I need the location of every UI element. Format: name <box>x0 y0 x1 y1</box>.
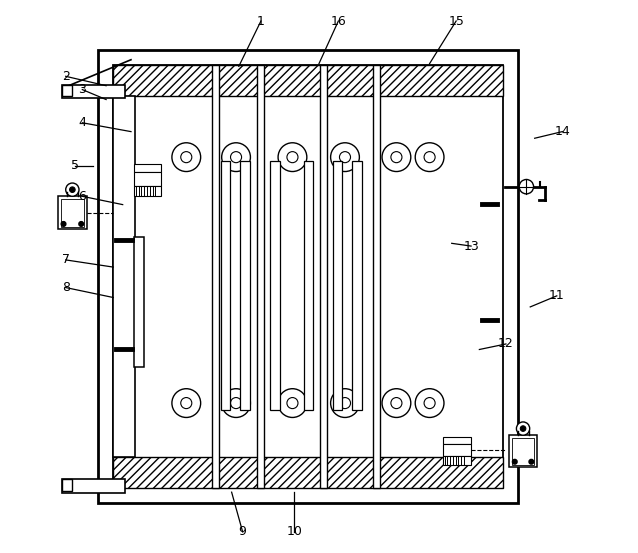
Bar <box>443 444 470 456</box>
Bar <box>509 435 537 467</box>
Circle shape <box>221 143 251 171</box>
Bar <box>134 173 161 186</box>
Text: 6: 6 <box>78 190 86 203</box>
Circle shape <box>382 389 411 418</box>
Circle shape <box>521 426 526 431</box>
Circle shape <box>330 389 359 418</box>
Text: 9: 9 <box>239 525 247 539</box>
Text: 8: 8 <box>62 281 70 294</box>
Circle shape <box>61 222 66 226</box>
Circle shape <box>70 187 75 192</box>
Bar <box>134 186 161 196</box>
Circle shape <box>516 422 530 435</box>
Bar <box>62 479 72 491</box>
Circle shape <box>415 389 444 418</box>
Bar <box>61 199 84 227</box>
Circle shape <box>424 152 435 163</box>
Circle shape <box>415 143 444 171</box>
Text: 4: 4 <box>78 116 86 129</box>
Bar <box>443 456 470 465</box>
Bar <box>333 161 342 410</box>
Bar <box>62 85 72 96</box>
Circle shape <box>391 398 402 409</box>
Text: 7: 7 <box>62 253 70 267</box>
Circle shape <box>330 143 359 171</box>
Bar <box>98 50 518 503</box>
Text: 13: 13 <box>463 239 479 253</box>
Circle shape <box>287 398 298 409</box>
Circle shape <box>287 152 298 163</box>
Bar <box>373 65 380 488</box>
Bar <box>241 161 250 410</box>
Bar <box>304 161 313 410</box>
Text: 14: 14 <box>554 125 570 138</box>
Circle shape <box>79 222 84 226</box>
Bar <box>114 457 503 488</box>
Bar <box>443 437 470 444</box>
Text: 1: 1 <box>257 14 265 28</box>
Circle shape <box>172 389 201 418</box>
Circle shape <box>278 389 307 418</box>
Circle shape <box>339 398 350 409</box>
Circle shape <box>529 460 533 464</box>
Bar <box>114 65 503 96</box>
Circle shape <box>230 152 242 163</box>
Text: 2: 2 <box>62 70 70 83</box>
Bar <box>320 65 327 488</box>
Bar <box>62 479 126 493</box>
Circle shape <box>66 183 79 196</box>
Text: 10: 10 <box>286 525 302 539</box>
Circle shape <box>181 152 192 163</box>
Text: 12: 12 <box>498 337 514 351</box>
Circle shape <box>391 152 402 163</box>
Text: 16: 16 <box>330 14 346 28</box>
Circle shape <box>339 152 350 163</box>
Text: 3: 3 <box>78 83 86 96</box>
Bar <box>134 237 144 367</box>
Text: 5: 5 <box>71 159 78 173</box>
Circle shape <box>221 389 251 418</box>
Text: 11: 11 <box>549 289 565 302</box>
Circle shape <box>230 398 242 409</box>
Bar <box>114 65 503 488</box>
Bar <box>58 196 87 229</box>
Circle shape <box>424 398 435 409</box>
Circle shape <box>512 460 517 464</box>
Bar <box>221 161 230 410</box>
Circle shape <box>172 143 201 171</box>
Bar <box>134 164 161 173</box>
Circle shape <box>278 143 307 171</box>
Text: 15: 15 <box>449 14 464 28</box>
Bar <box>352 161 362 410</box>
Circle shape <box>382 143 411 171</box>
Bar <box>114 96 135 457</box>
Bar <box>512 438 534 465</box>
Bar <box>62 85 126 98</box>
Bar <box>257 65 263 488</box>
Circle shape <box>181 398 192 409</box>
Bar <box>271 161 279 410</box>
Circle shape <box>519 180 533 194</box>
Bar <box>212 65 219 488</box>
